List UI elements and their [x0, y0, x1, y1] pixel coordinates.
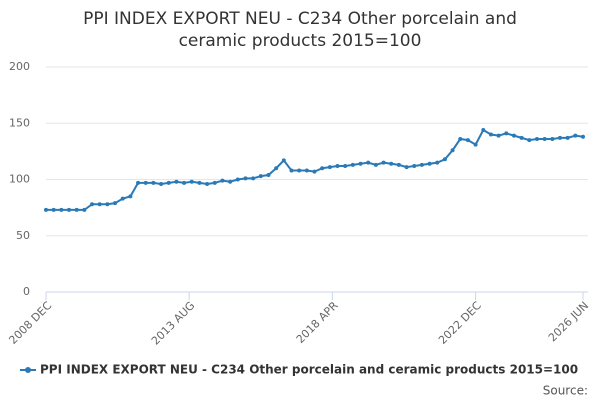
point — [235, 177, 240, 182]
point — [373, 162, 378, 167]
point — [67, 207, 72, 212]
point — [97, 202, 102, 207]
point — [44, 207, 48, 212]
point — [396, 162, 401, 167]
point — [74, 207, 79, 212]
point — [281, 158, 286, 163]
source: Source: — [543, 384, 588, 398]
point — [404, 165, 409, 170]
point — [143, 180, 148, 185]
point — [419, 162, 424, 167]
point — [496, 133, 501, 138]
point — [442, 157, 447, 162]
y-tick-label: 100 — [9, 173, 30, 186]
point — [412, 164, 417, 168]
legend-label: PPI INDEX EXPORT NEU - C234 Other porcel… — [40, 363, 578, 377]
point — [228, 179, 233, 184]
y-tick-label: 0 — [23, 285, 30, 298]
y-tick-label: 150 — [9, 116, 30, 129]
point — [90, 202, 95, 207]
point — [366, 160, 371, 165]
point — [51, 207, 56, 212]
point — [557, 135, 562, 140]
point — [534, 137, 539, 141]
point — [565, 135, 570, 140]
point — [511, 133, 516, 138]
point — [488, 132, 493, 137]
point — [174, 179, 179, 184]
point — [266, 173, 271, 177]
point — [458, 137, 463, 141]
point — [205, 182, 210, 186]
point — [350, 162, 355, 167]
point — [389, 161, 394, 166]
x-tick-label: 2022 DEC — [436, 299, 484, 347]
x-tick-label: 2026 JUN — [546, 299, 591, 344]
point — [343, 164, 348, 168]
y-tick-label: 50 — [16, 229, 30, 242]
point — [220, 178, 225, 183]
chart-title: PPI INDEX EXPORT NEU - C234 Other porcel… — [83, 9, 517, 51]
point — [312, 169, 317, 174]
point — [481, 128, 486, 132]
x-tick-label: 2008 DEC — [6, 299, 54, 347]
point — [550, 137, 555, 141]
point — [243, 176, 248, 181]
point — [358, 161, 363, 166]
x-tick-label: 2018 APR — [294, 299, 341, 346]
point — [450, 148, 455, 153]
point — [189, 179, 194, 184]
point — [527, 138, 532, 143]
point — [274, 166, 279, 171]
point — [327, 165, 332, 170]
point — [427, 161, 432, 166]
point — [59, 207, 64, 212]
point — [197, 180, 202, 185]
point — [128, 194, 133, 199]
point — [381, 160, 386, 165]
point — [542, 137, 547, 141]
point — [320, 166, 325, 171]
point — [435, 160, 440, 165]
point — [159, 182, 164, 186]
point — [335, 164, 340, 168]
point — [304, 168, 309, 173]
point — [504, 131, 509, 136]
point — [151, 180, 156, 185]
point — [581, 134, 585, 139]
point — [519, 135, 524, 140]
point — [297, 168, 302, 173]
point — [212, 180, 217, 185]
point — [289, 168, 294, 173]
point — [120, 196, 125, 201]
y-tick-label: 200 — [9, 60, 30, 73]
point — [251, 176, 256, 181]
point — [82, 207, 87, 212]
point — [182, 180, 187, 185]
point — [105, 202, 110, 207]
x-tick-label: 2013 AUG — [149, 299, 198, 348]
legend-marker — [25, 367, 31, 373]
point — [573, 133, 578, 138]
point — [258, 174, 263, 179]
point — [473, 142, 478, 147]
point — [166, 180, 171, 185]
point — [136, 180, 141, 185]
point — [465, 138, 470, 143]
point — [113, 201, 118, 206]
